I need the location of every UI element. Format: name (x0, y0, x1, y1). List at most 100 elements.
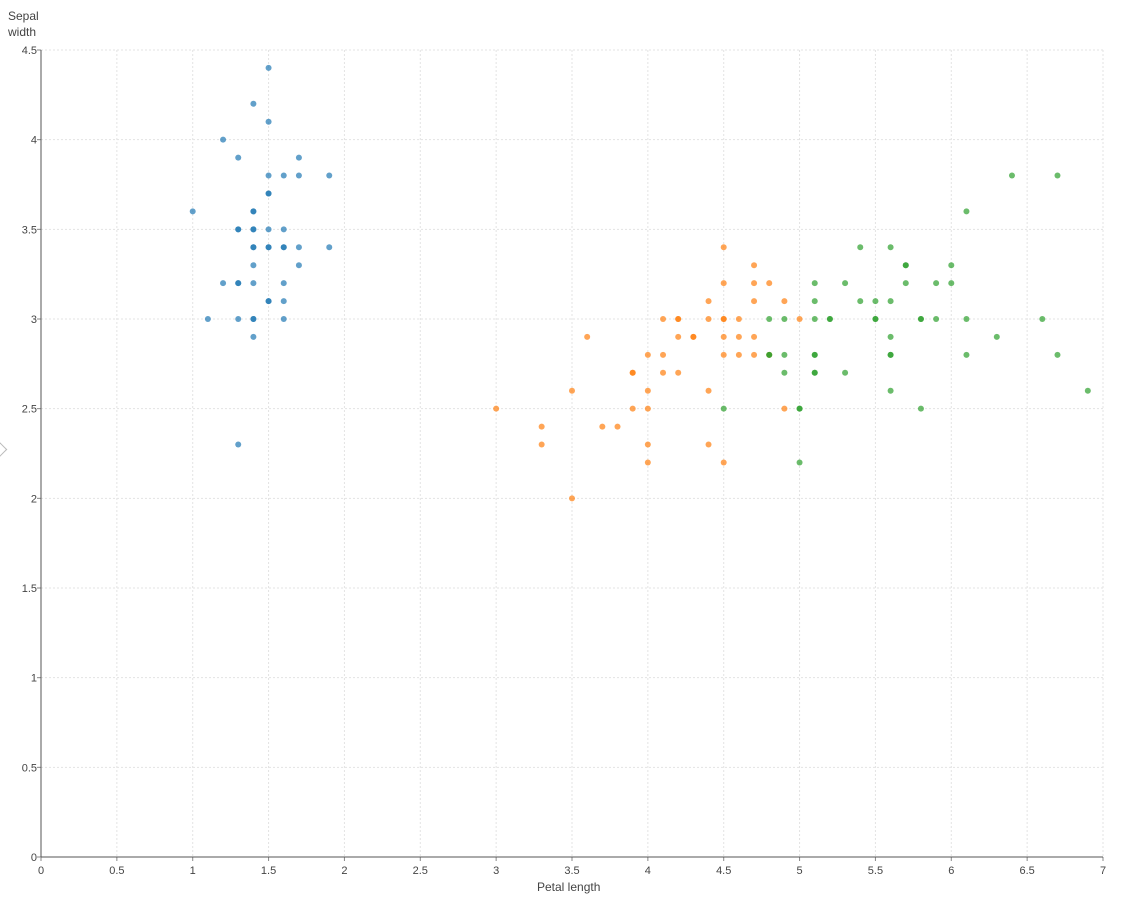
data-point (235, 316, 242, 322)
data-point (751, 262, 758, 269)
data-point (842, 369, 849, 376)
data-point (751, 298, 758, 305)
data-point (220, 280, 227, 287)
data-point (796, 405, 803, 412)
x-tick-label: 6 (948, 865, 954, 877)
data-point (720, 316, 727, 322)
data-points (189, 64, 1091, 502)
data-point (993, 333, 1000, 340)
data-point (811, 369, 818, 376)
data-point (933, 316, 940, 322)
x-tick-label: 3 (493, 865, 499, 877)
data-point (644, 351, 651, 358)
y-tick-label: 3 (31, 314, 37, 326)
data-point (644, 387, 651, 394)
data-point (705, 316, 712, 322)
data-point (629, 405, 636, 412)
data-point (280, 172, 287, 179)
data-point (235, 226, 242, 233)
data-point (781, 405, 788, 412)
tick-labels: 0 0.5 1 1.5 2 2.5 3 3.5 4 4.5 5 5.5 6 6.5 7 0 0.5 1 1.5 2 2.… (22, 45, 1106, 877)
data-point (933, 280, 940, 287)
y-tick-label: 2 (31, 493, 37, 505)
data-point (250, 208, 257, 215)
y-tick-label: 1.5 (22, 583, 37, 595)
data-point (644, 405, 651, 412)
data-point (781, 369, 788, 376)
data-point (781, 316, 788, 322)
data-point (872, 298, 879, 305)
data-point (887, 298, 894, 305)
data-point (250, 262, 257, 269)
data-point (660, 351, 667, 358)
data-point (842, 280, 849, 287)
data-point (1054, 172, 1061, 179)
data-point (796, 459, 803, 466)
data-point (538, 441, 545, 448)
data-point (766, 351, 773, 358)
data-point (280, 316, 287, 322)
data-point (1084, 387, 1091, 394)
data-point (857, 244, 864, 251)
data-point (1039, 316, 1046, 322)
data-point (265, 244, 272, 251)
data-point (235, 154, 242, 161)
data-point (660, 316, 667, 322)
data-point (265, 298, 272, 305)
x-tick-label: 4.5 (716, 865, 731, 877)
data-point (660, 369, 667, 376)
x-tick-label: 2.5 (413, 865, 428, 877)
data-point (902, 262, 909, 269)
data-point (887, 387, 894, 394)
y-tick-label: 3.5 (22, 224, 37, 236)
gridlines (41, 49, 1104, 857)
data-point (250, 226, 257, 233)
x-tick-label: 2 (341, 865, 347, 877)
data-point (887, 244, 894, 251)
data-point (720, 333, 727, 340)
data-point (857, 298, 864, 305)
data-point (250, 280, 257, 287)
data-point (811, 316, 818, 322)
data-point (720, 280, 727, 287)
data-point (493, 405, 500, 412)
data-point (705, 298, 712, 305)
data-point (751, 333, 758, 340)
data-point (675, 369, 682, 376)
data-point (735, 351, 742, 358)
data-point (705, 387, 712, 394)
data-point (781, 298, 788, 305)
data-point (295, 172, 302, 179)
x-tick-label: 7 (1100, 865, 1106, 877)
data-point (250, 316, 257, 322)
data-point (690, 333, 697, 340)
data-point (295, 154, 302, 161)
data-point (826, 316, 833, 322)
x-tick-label: 4 (645, 865, 651, 877)
y-tick-label: 0 (31, 852, 37, 864)
data-point (569, 387, 575, 394)
x-tick-label: 1.5 (261, 865, 276, 877)
data-point (265, 172, 272, 179)
data-point (295, 244, 302, 251)
data-point (235, 280, 242, 287)
data-point (569, 495, 575, 502)
y-tick-label: 2.5 (22, 404, 37, 416)
data-point (902, 280, 909, 287)
x-tick-label: 0 (38, 865, 44, 877)
data-point (326, 172, 333, 179)
data-point (811, 280, 818, 287)
data-point (766, 280, 773, 287)
data-point (735, 316, 742, 322)
data-point (220, 136, 227, 143)
data-point (644, 459, 651, 466)
x-tick-label: 0.5 (109, 865, 124, 877)
data-point (629, 369, 636, 376)
data-point (614, 423, 621, 430)
data-point (1054, 351, 1061, 358)
data-point (811, 298, 818, 305)
data-point (735, 333, 742, 340)
data-point (584, 333, 591, 340)
x-tick-label: 5 (797, 865, 803, 877)
